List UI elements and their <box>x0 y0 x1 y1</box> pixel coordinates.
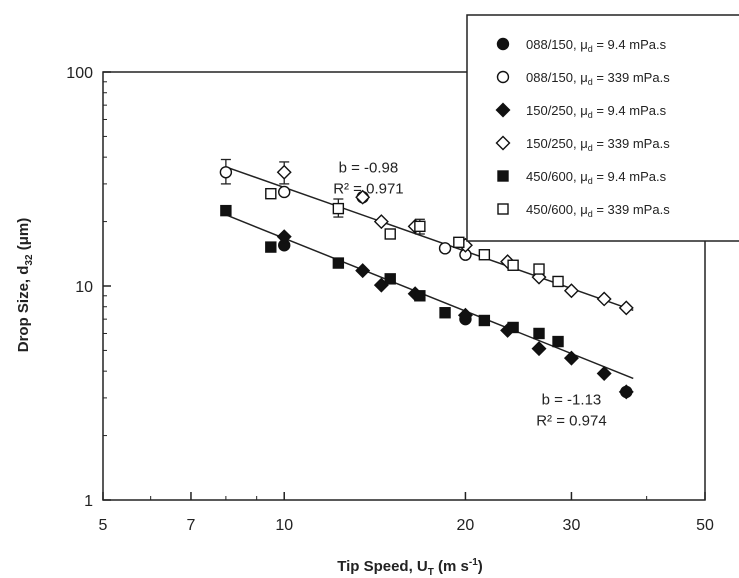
legend-label-pre: 088/150, μ <box>526 37 588 52</box>
data-point-s3 <box>563 283 579 299</box>
data-point-s1 <box>278 185 291 199</box>
legend-marker-4 <box>497 170 509 182</box>
legend-label-post: = 9.4 mPa.s <box>593 37 667 52</box>
legend-label-pre: 088/150, μ <box>526 70 588 85</box>
legend-label-sub: d <box>588 143 593 153</box>
legend-label-sub: d <box>588 176 593 186</box>
fit-annotation-b-lower: b = -1.13 <box>542 391 602 408</box>
data-point-s2 <box>596 366 612 382</box>
data-point-s3 <box>618 300 634 316</box>
y-tick-label: 100 <box>66 65 93 82</box>
data-point-s3 <box>373 214 389 230</box>
y-axis-title-main: Drop Size, d <box>15 266 32 353</box>
legend-label-2: 150/250, μd = 9.4 mPa.s <box>526 103 667 120</box>
axis-ticks: 5 7 10 20 30 50 1 10 100 <box>66 65 714 534</box>
data-point-s4 <box>478 314 491 327</box>
fit-line-0 <box>225 166 634 311</box>
legend-label-1: 088/150, μd = 339 mPa.s <box>526 70 670 87</box>
legend-box <box>466 14 739 242</box>
legend-label-post: = 9.4 mPa.s <box>593 103 667 118</box>
legend-marker-1 <box>496 70 510 84</box>
data-points <box>219 164 634 400</box>
data-point-s5 <box>453 236 465 249</box>
legend-label-4: 450/600, μd = 9.4 mPa.s <box>526 169 667 186</box>
legend-label-sub: d <box>588 44 593 54</box>
data-point-s2 <box>355 263 371 279</box>
legend-label-post: = 339 mPa.s <box>593 202 670 217</box>
data-point-s5 <box>533 263 545 275</box>
legend-label-sub: d <box>588 110 593 120</box>
data-point-s2 <box>457 307 473 323</box>
data-point-s4 <box>332 257 345 269</box>
data-point-s5 <box>552 275 564 288</box>
data-point-s3 <box>355 189 371 205</box>
legend-label-5: 450/600, μd = 339 mPa.s <box>526 202 670 219</box>
x-axis-title-sub: T <box>428 567 434 578</box>
x-axis-title-unit: (m s <box>434 558 469 575</box>
x-axis-title: Tip Speed, UT (m s-1) <box>337 557 483 578</box>
legend-marker-5 <box>497 203 509 215</box>
legend-label-pre: 150/250, μ <box>526 103 588 118</box>
y-tick-label: 10 <box>75 279 93 296</box>
legend-marker-3 <box>495 135 511 151</box>
data-point-s5 <box>478 249 491 261</box>
x-tick-label: 5 <box>99 517 108 534</box>
legend-label-sub: d <box>588 77 593 87</box>
data-point-s4 <box>220 204 232 217</box>
data-point-s3 <box>276 164 292 180</box>
x-axis-title-main: Tip Speed, U <box>337 558 428 575</box>
y-axis-title-sub: 32 <box>24 254 35 266</box>
data-point-s2 <box>531 341 547 357</box>
fit-annotation-r2-upper: R² = 0.971 <box>333 180 403 197</box>
x-axis-title-sup: -1 <box>469 557 478 568</box>
y-axis-title-unit: (μm) <box>15 218 32 255</box>
legend-label-pre: 450/600, μ <box>526 169 588 184</box>
legend-label-pre: 450/600, μ <box>526 202 588 217</box>
legend-label-post: = 9.4 mPa.s <box>593 169 667 184</box>
data-point-s4 <box>552 335 564 348</box>
data-point-s5 <box>384 228 396 240</box>
data-point-s4 <box>414 290 426 302</box>
fit-annotation-b-upper: b = -0.98 <box>339 159 399 176</box>
y-axis-title: Drop Size, d32 (μm) <box>15 218 35 353</box>
legend-label-0: 088/150, μd = 9.4 mPa.s <box>526 37 667 54</box>
fit-line-1 <box>225 214 634 380</box>
data-point-s5 <box>507 259 519 271</box>
data-point-s4 <box>507 321 519 334</box>
data-point-s2 <box>618 384 634 400</box>
data-point-s4 <box>265 241 277 253</box>
data-point-s4 <box>384 273 396 285</box>
y-tick-label: 1 <box>84 493 93 510</box>
legend-label-sub: d <box>588 209 593 219</box>
data-point-s1 <box>219 166 233 179</box>
data-point-s5 <box>265 187 277 200</box>
x-tick-label: 10 <box>275 517 293 534</box>
data-point-s2 <box>276 229 292 245</box>
legend-label-3: 150/250, μd = 339 mPa.s <box>526 136 670 153</box>
legend-label-post: = 339 mPa.s <box>593 136 670 151</box>
data-point-s4 <box>439 307 451 319</box>
x-tick-label: 30 <box>563 517 581 534</box>
data-point-s4 <box>533 327 545 340</box>
legend-marker-2 <box>495 102 511 118</box>
x-tick-label: 20 <box>457 517 475 534</box>
data-point-s5 <box>414 220 426 233</box>
data-point-s3 <box>596 291 612 307</box>
x-tick-label: 7 <box>187 517 196 534</box>
x-tick-label: 50 <box>696 517 714 534</box>
x-axis-title-close: ) <box>478 558 483 575</box>
legend-label-pre: 150/250, μ <box>526 136 588 151</box>
data-point-s2 <box>563 350 579 366</box>
fit-lines <box>225 166 634 380</box>
legend-label-post: = 339 mPa.s <box>593 70 670 85</box>
legend-marker-0 <box>496 37 510 51</box>
fit-annotation-r2-lower: R² = 0.974 <box>536 412 606 429</box>
data-point-s1 <box>438 242 452 255</box>
data-point-s5 <box>332 202 345 215</box>
